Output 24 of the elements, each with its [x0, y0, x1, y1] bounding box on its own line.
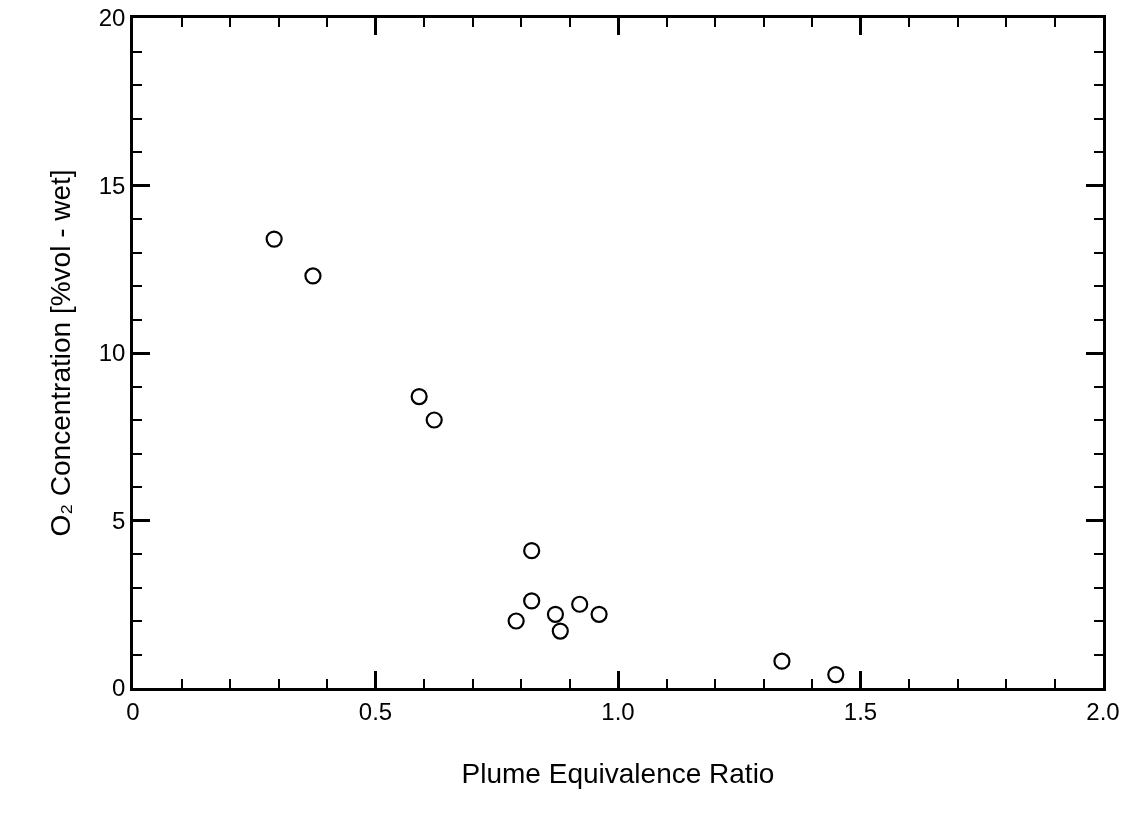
point — [773, 652, 791, 670]
point — [571, 595, 589, 613]
x-tick-label: 2.0 — [1086, 697, 1120, 725]
point — [827, 666, 845, 684]
y-tick-label: 10 — [98, 339, 126, 367]
y-tick-label: 0 — [112, 674, 126, 702]
y-tick-label: 5 — [112, 506, 126, 534]
y-axis-title: O₂ Concentration [%vol - wet] — [45, 169, 77, 537]
x-tick-label: 1.5 — [843, 697, 878, 725]
point — [265, 230, 283, 248]
point — [507, 612, 525, 630]
x-tick-label: 1.0 — [601, 697, 635, 725]
point — [410, 387, 428, 406]
point — [523, 542, 541, 560]
point — [546, 605, 565, 623]
y-tick-label: 15 — [98, 171, 126, 199]
point — [551, 622, 569, 640]
x-axis-title: Plume Equivalence Ratio — [461, 757, 775, 789]
point — [425, 411, 443, 429]
y-tick-label: 20 — [98, 4, 126, 32]
point — [304, 267, 322, 285]
x-tick-label: 0.5 — [358, 697, 393, 725]
point — [523, 592, 541, 610]
point — [590, 605, 608, 623]
